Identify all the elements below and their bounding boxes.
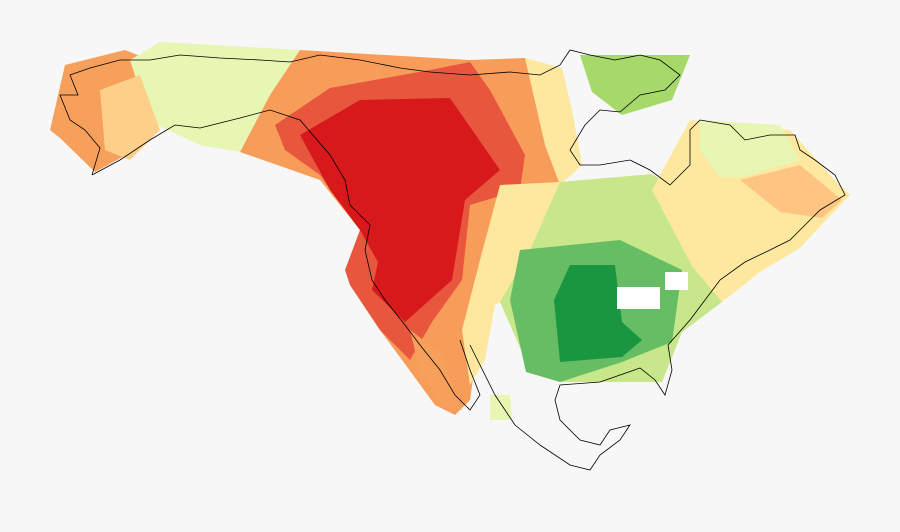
region xyxy=(300,98,500,322)
region xyxy=(554,265,642,362)
region xyxy=(740,165,842,218)
empty-cell xyxy=(665,272,688,290)
empty-cell xyxy=(617,287,660,309)
region xyxy=(525,58,582,185)
region xyxy=(410,330,462,410)
grid-cells xyxy=(50,42,850,420)
region xyxy=(100,75,160,160)
coastline xyxy=(59,49,846,471)
region xyxy=(130,42,300,152)
region xyxy=(490,395,512,420)
region xyxy=(700,120,800,177)
region xyxy=(580,55,690,115)
